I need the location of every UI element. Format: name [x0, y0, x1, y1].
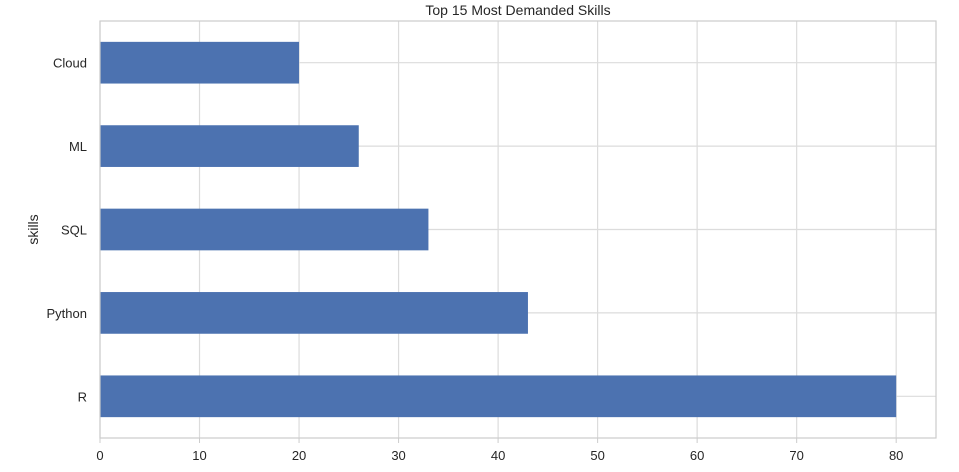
x-tick-label: 30 [391, 448, 405, 463]
y-tick-labels: R Python SQL ML Cloud [47, 56, 87, 405]
x-tick-label: 70 [789, 448, 803, 463]
bar-cloud [100, 41, 300, 84]
bar-sql [100, 208, 429, 251]
x-tick-labels: 0 10 20 30 40 50 60 70 80 [96, 448, 903, 463]
y-tick-label: ML [69, 139, 87, 154]
x-tick-label: 60 [690, 448, 704, 463]
y-tick-label: R [78, 389, 87, 404]
x-tick-label: 50 [590, 448, 604, 463]
plot-frame [99, 20, 937, 439]
x-tick-label: 40 [491, 448, 505, 463]
bar-python [100, 292, 528, 334]
x-tick-label: 20 [292, 448, 306, 463]
bar-r [100, 375, 897, 418]
y-tick-label: Python [47, 306, 87, 321]
y-tick-label: SQL [61, 223, 87, 238]
x-tick-label: 80 [889, 448, 903, 463]
bar-ml [100, 125, 359, 167]
x-tick-label: 0 [96, 448, 103, 463]
y-tick-label: Cloud [53, 56, 87, 71]
bar-layer [100, 41, 897, 418]
x-tick-label: 10 [192, 448, 206, 463]
y-axis-label: skills [25, 214, 41, 244]
chart-title: Top 15 Most Demanded Skills [425, 2, 610, 18]
